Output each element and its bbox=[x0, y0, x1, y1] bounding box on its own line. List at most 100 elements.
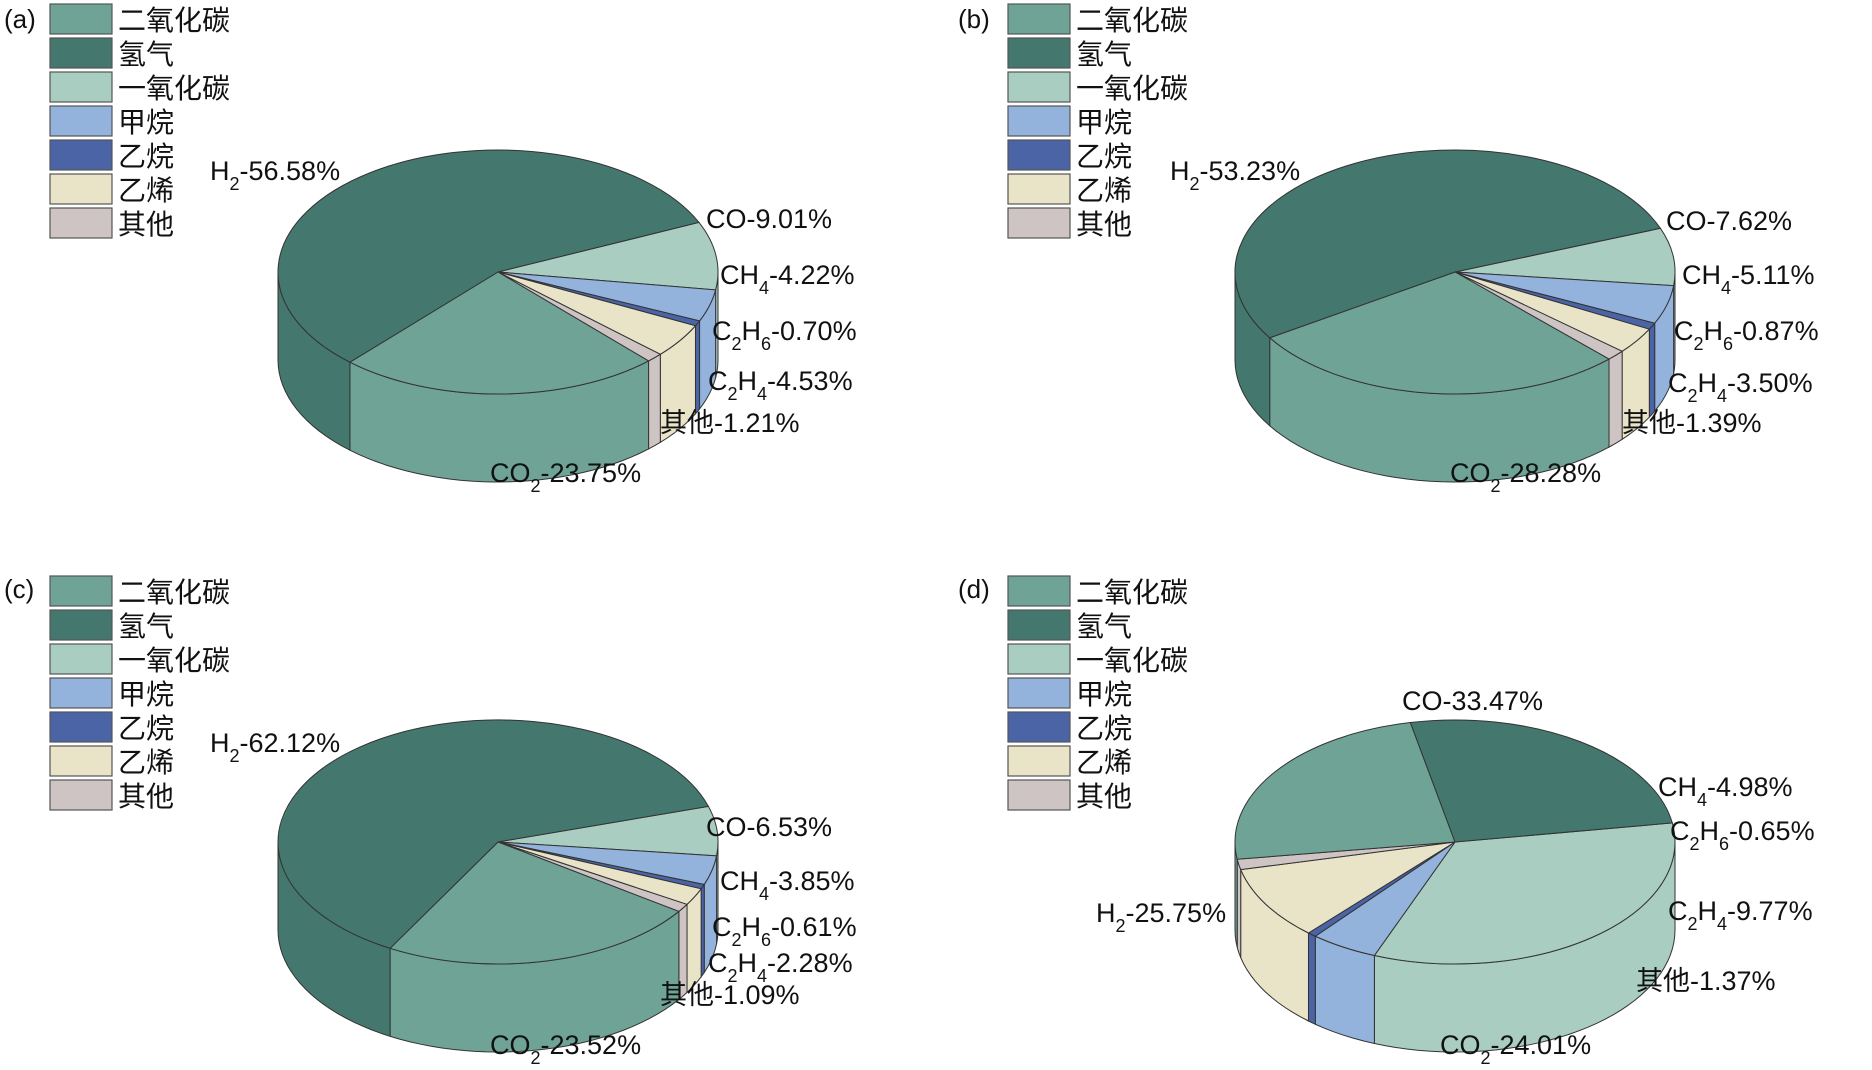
pie-slice-h2 bbox=[277, 719, 710, 949]
legend-swatch-other bbox=[1007, 207, 1071, 239]
slice-label-co2: CO2-24.01% bbox=[1440, 1030, 1591, 1065]
legend-label-other: 其他 bbox=[118, 208, 174, 241]
pie-slice-co2 bbox=[389, 841, 680, 965]
slice-label-c2h6: C2H6-0.70% bbox=[712, 316, 857, 354]
slice-label-h2: H2-25.75% bbox=[1096, 898, 1226, 936]
pie-top bbox=[277, 719, 719, 965]
legend-label-ch4: 甲烷 bbox=[118, 678, 174, 711]
legend-label-co2: 二氧化碳 bbox=[1076, 576, 1188, 609]
legend-swatch-co2 bbox=[49, 575, 113, 607]
pie-slice-h2 bbox=[1234, 149, 1662, 339]
pie-slice-h2 bbox=[1409, 719, 1673, 843]
pie-side-other bbox=[1608, 350, 1623, 448]
pie-side-c2h6 bbox=[1307, 932, 1316, 1026]
legend-swatch-co2 bbox=[1007, 575, 1071, 607]
panel-letter: (d) bbox=[958, 574, 990, 604]
legend-label-co: 一氧化碳 bbox=[1076, 644, 1188, 677]
legend-swatch-ch4 bbox=[49, 677, 113, 709]
legend-swatch-h2 bbox=[49, 609, 113, 641]
legend-swatch-co2 bbox=[49, 3, 113, 35]
legend-swatch-c2h6 bbox=[49, 139, 113, 171]
legend-label-co2: 二氧化碳 bbox=[118, 4, 230, 37]
legend-swatch-h2 bbox=[49, 37, 113, 69]
pie-slice-co2 bbox=[348, 271, 650, 395]
legend-label-co2: 二氧化碳 bbox=[118, 576, 230, 609]
panel-letter: (c) bbox=[4, 574, 34, 604]
legend-swatch-c2h6 bbox=[1007, 139, 1071, 171]
pie-slice-co2 bbox=[1268, 271, 1611, 395]
legend-swatch-co bbox=[1007, 643, 1071, 675]
legend-label-co: 一氧化碳 bbox=[118, 644, 230, 677]
slice-label-ch4: CH4-4.98% bbox=[1658, 772, 1793, 810]
legend-label-ch4: 甲烷 bbox=[1076, 678, 1132, 711]
slice-label-h2: H2-56.58% bbox=[210, 156, 340, 194]
slice-labels: CO-7.62% CH4-5.11% C2H6-0.87% C2H4-3.50%其他-… bbox=[1170, 156, 1819, 496]
panel-letter: (b) bbox=[958, 4, 990, 34]
legend-label-c2h6: 乙烷 bbox=[1076, 140, 1132, 173]
slice-label-ch4: CH4-4.22% bbox=[720, 260, 855, 298]
legend-swatch-c2h4 bbox=[49, 173, 113, 205]
slice-label-co: CO-9.01% bbox=[706, 204, 832, 234]
slice-label-c2h4: C2H4-9.77% bbox=[1668, 896, 1813, 934]
legend-label-c2h6: 乙烷 bbox=[118, 140, 174, 173]
slice-label-other: 其他-1.39% bbox=[1622, 408, 1762, 438]
legend-label-other: 其他 bbox=[1076, 208, 1132, 241]
legend-swatch-co bbox=[1007, 71, 1071, 103]
slice-label-ch4: CH4-5.11% bbox=[1682, 260, 1815, 298]
legend-label-h2: 氢气 bbox=[118, 610, 174, 643]
legend-label-c2h6: 乙烷 bbox=[1076, 712, 1132, 745]
legend-label-co2: 二氧化碳 bbox=[1076, 4, 1188, 37]
slice-label-co: CO-7.62% bbox=[1666, 206, 1792, 236]
legend-swatch-ch4 bbox=[1007, 105, 1071, 137]
slice-label-h2: H2-53.23% bbox=[1170, 156, 1300, 194]
slice-label-co2: CO2-23.75% bbox=[490, 458, 641, 496]
legend-swatch-ch4 bbox=[1007, 677, 1071, 709]
pie-slice-co2 bbox=[1234, 721, 1456, 860]
legend-label-h2: 氢气 bbox=[118, 38, 174, 71]
panel-letter: (a) bbox=[4, 4, 36, 34]
legend-swatch-c2h4 bbox=[1007, 173, 1071, 205]
legend-label-ch4: 甲烷 bbox=[118, 106, 174, 139]
slice-labels: CO-6.53% CH4-3.85% C2H6-0.61%C2H4-2.28%其他-… bbox=[210, 728, 857, 1068]
slice-label-co2: CO2-23.52% bbox=[490, 1030, 641, 1065]
pie-top bbox=[277, 149, 719, 395]
pie-sides bbox=[1234, 841, 1676, 1053]
legend-label-c2h4: 乙烯 bbox=[118, 746, 174, 779]
legend-label-c2h4: 乙烯 bbox=[1076, 746, 1132, 779]
legend-swatch-ch4 bbox=[49, 105, 113, 137]
pie-side-c2h6 bbox=[694, 319, 701, 416]
legend-label-h2: 氢气 bbox=[1076, 38, 1132, 71]
legend-swatch-c2h6 bbox=[49, 711, 113, 743]
pie-side-other bbox=[648, 353, 661, 450]
legend-label-co: 一氧化碳 bbox=[118, 72, 230, 105]
legend-label-other: 其他 bbox=[118, 780, 174, 813]
legend-swatch-h2 bbox=[1007, 609, 1071, 641]
slice-label-c2h6: C2H6-0.87% bbox=[1674, 316, 1819, 354]
pie-side-c2h6 bbox=[1648, 321, 1656, 419]
slice-label-co: CO-33.47% bbox=[1402, 686, 1543, 716]
pie-slice-co bbox=[1454, 227, 1676, 287]
pie-slice-h2 bbox=[277, 149, 700, 363]
legend-label-other: 其他 bbox=[1076, 780, 1132, 813]
slice-label-ch4: CH4-3.85% bbox=[720, 866, 855, 904]
legend-swatch-c2h4 bbox=[1007, 745, 1071, 777]
legend-swatch-co2 bbox=[1007, 3, 1071, 35]
pie-slice-co bbox=[497, 221, 719, 291]
pie-side-other bbox=[1236, 859, 1242, 958]
legend-swatch-h2 bbox=[1007, 37, 1071, 69]
slice-label-other: 其他-1.37% bbox=[1636, 966, 1776, 996]
slice-label-c2h4: C2H4-2.28% bbox=[708, 948, 853, 986]
slice-label-c2h6: C2H6-0.65% bbox=[1670, 816, 1815, 854]
slice-labels: CO-9.01% CH4-4.22% C2H6-0.70% C2H4-4.53% 其他-… bbox=[210, 156, 857, 496]
legend-swatch-co bbox=[49, 643, 113, 675]
legend-swatch-other bbox=[1007, 779, 1071, 811]
legend-label-c2h4: 乙烯 bbox=[1076, 174, 1132, 207]
